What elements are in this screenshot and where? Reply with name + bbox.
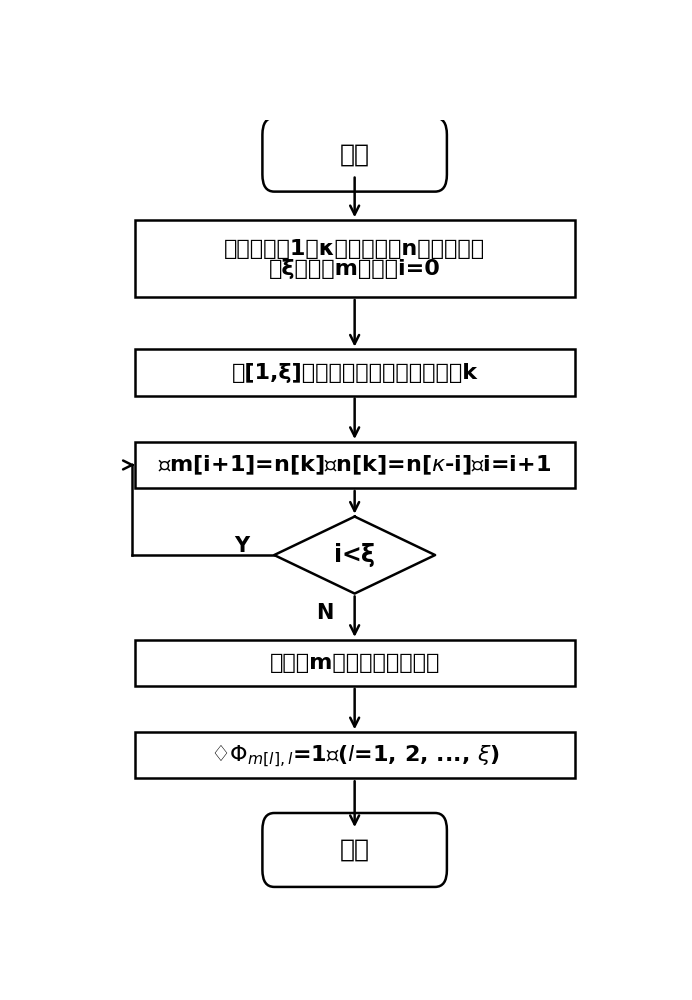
Text: 在[1,ξ]区间内以随机均匀分布生成k: 在[1,ξ]区间内以随机均匀分布生成k <box>232 363 477 383</box>
Text: 为ξ的数列m，设置i=0: 为ξ的数列m，设置i=0 <box>268 259 441 279</box>
Bar <box>135 442 574 488</box>
Text: $\mathbf{i}$<$\mathbf{\xi}$: $\mathbf{i}$<$\mathbf{\xi}$ <box>334 541 376 569</box>
Text: N: N <box>316 603 334 623</box>
Bar <box>135 349 574 396</box>
Bar <box>135 732 574 778</box>
Bar <box>135 640 574 686</box>
Text: 令$\mathbf{m}$[i+1]=$\mathbf{n}$[k]，$\mathbf{n}$[k]=$\mathbf{n}$[$\kappa$-i]，i=i+: 令$\mathbf{m}$[i+1]=$\mathbf{n}$[k]，$\mat… <box>158 453 552 477</box>
Bar <box>135 220 574 297</box>
Text: 初始化一个1到κ的整数数列n，一个长度: 初始化一个1到κ的整数数列n，一个长度 <box>224 239 485 259</box>
Text: 开始: 开始 <box>340 143 370 167</box>
FancyBboxPatch shape <box>262 118 447 192</box>
Text: $\diamondsuit\Phi_{m[l],l}$=1，($l$=1, 2, ..., $\xi$): $\diamondsuit\Phi_{m[l],l}$=1，($l$=1, 2,… <box>210 742 500 769</box>
FancyBboxPatch shape <box>262 813 447 887</box>
Text: Y: Y <box>235 536 250 556</box>
Text: 对数列m进行从小到大排序: 对数列m进行从小到大排序 <box>269 653 440 673</box>
Polygon shape <box>274 517 435 594</box>
Text: 结束: 结束 <box>340 838 370 862</box>
